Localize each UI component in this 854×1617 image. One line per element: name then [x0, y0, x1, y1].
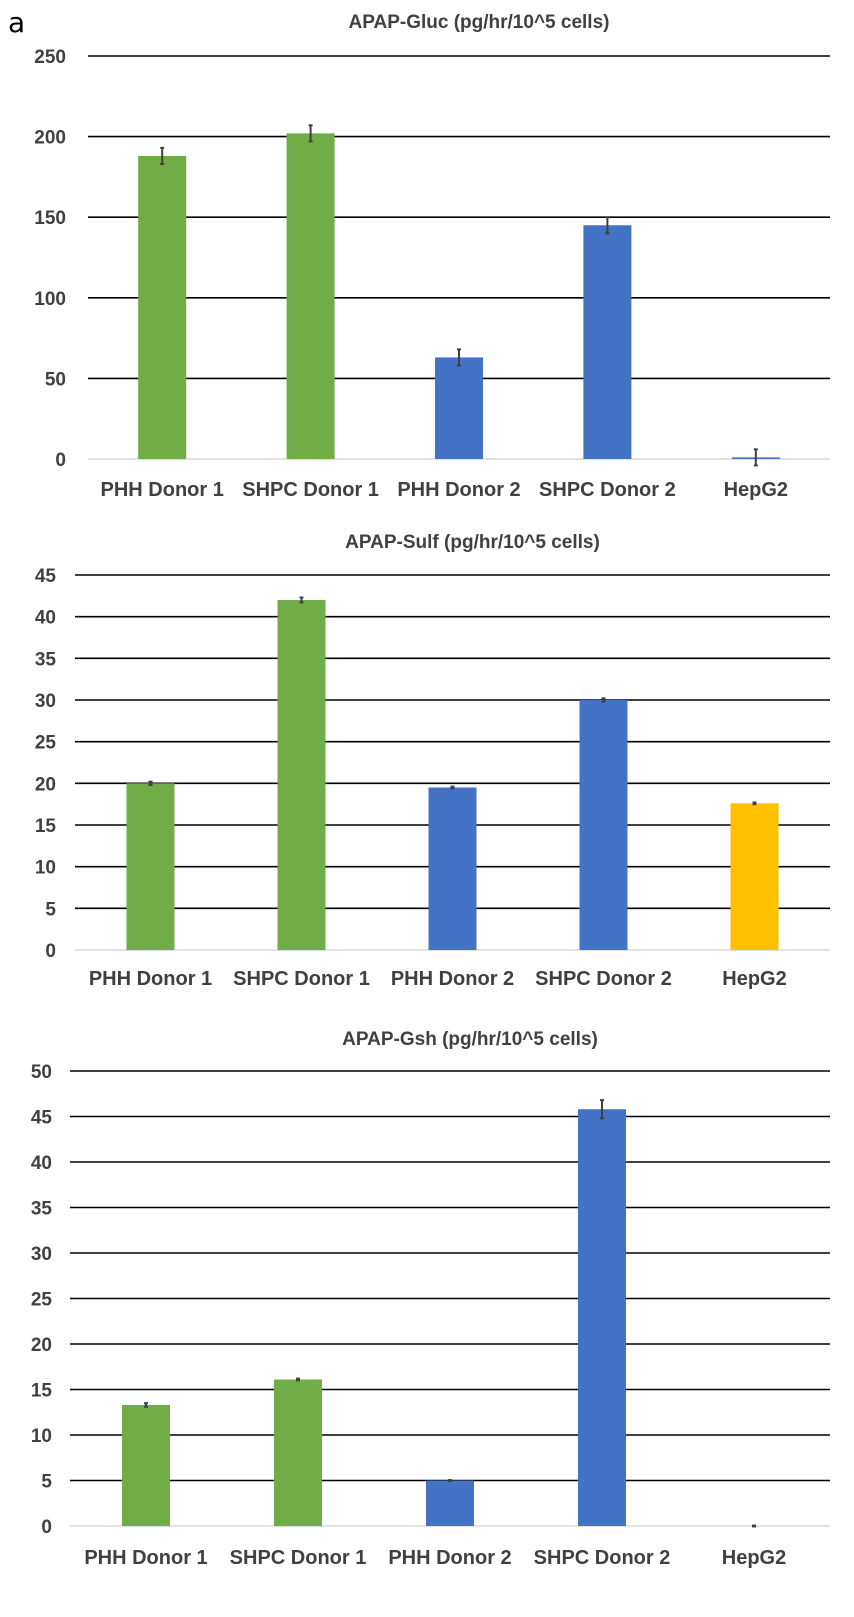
y-tick-label: 30: [35, 691, 56, 712]
error-bar: [148, 780, 153, 786]
y-tick-label: 5: [41, 1472, 52, 1493]
chart-title: APAP-Gsh (pg/hr/10^5 cells): [342, 1029, 598, 1050]
y-tick-label: 15: [35, 816, 57, 837]
chart-svg: APAP-Gluc (pg/hr/10^5 cells) 0 50 100 150 200…: [34, 12, 830, 501]
y-tick-label: 5: [45, 899, 56, 920]
error-bar: [296, 1377, 300, 1382]
y-tick-label: 35: [31, 1199, 53, 1220]
x-tick-label: PHH Donor 1: [89, 968, 212, 990]
bar: [426, 1480, 474, 1526]
bar: [277, 600, 326, 950]
y-tick-label: 25: [31, 1290, 53, 1311]
error-bar: [605, 216, 610, 235]
chart-svg: APAP-Sulf (pg/hr/10^5 cells) 0 5 10 15 20 25 30…: [35, 532, 830, 990]
error-bar: [752, 1524, 756, 1528]
chart-svg: APAP-Gsh (pg/hr/10^5 cells) 0 5 10 15 20 25 30 3…: [31, 1029, 830, 1569]
x-tick-label: PHH Donor 1: [84, 1547, 207, 1569]
bar: [122, 1404, 170, 1526]
bar: [428, 787, 477, 950]
y-tick-label: 40: [35, 608, 56, 629]
error-bar: [144, 1402, 148, 1408]
y-tick-label: 15: [31, 1381, 53, 1402]
chart-apap-sulf: APAP-Sulf (pg/hr/10^5 cells) 0 5 10 15 20 25 30…: [0, 505, 854, 1000]
chart-apap-gluc: APAP-Gluc (pg/hr/10^5 cells) 0 50 100 150 200…: [0, 0, 854, 505]
y-tick-label: 30: [31, 1244, 52, 1265]
x-tick-label: HepG2: [724, 479, 788, 501]
bar: [126, 783, 175, 950]
error-bar: [160, 146, 165, 166]
y-tick-label: 45: [31, 1108, 53, 1129]
error-bar: [448, 1479, 452, 1482]
y-tick-label: 20: [31, 1335, 52, 1356]
error-bar: [299, 596, 304, 604]
x-tick-label: SHPC Donor 1: [230, 1547, 367, 1569]
panel-label: a: [8, 6, 26, 39]
bar: [578, 1109, 626, 1526]
x-tick-label: PHH Donor 2: [391, 968, 514, 990]
y-tick-label: 45: [35, 566, 57, 587]
x-tick-label: PHH Donor 2: [388, 1547, 511, 1569]
y-tick-label: 50: [45, 369, 66, 390]
y-tick-label: 20: [35, 774, 56, 795]
x-tick-label: PHH Donor 2: [397, 479, 520, 501]
x-tick-label: SHPC Donor 2: [539, 479, 676, 501]
y-tick-label: 35: [35, 649, 57, 670]
chart-title: APAP-Sulf (pg/hr/10^5 cells): [345, 532, 600, 553]
bar: [583, 225, 632, 459]
x-tick-label: SHPC Donor 2: [535, 968, 672, 990]
error-bar: [752, 801, 757, 806]
error-bar: [308, 124, 313, 143]
y-tick-label: 200: [34, 128, 66, 149]
y-tick-label: 40: [31, 1153, 52, 1174]
chart-apap-gsh: APAP-Gsh (pg/hr/10^5 cells) 0 5 10 15 20 25 30 3…: [0, 1000, 854, 1617]
error-bar: [601, 697, 606, 703]
chart-title: APAP-Gluc (pg/hr/10^5 cells): [349, 12, 610, 33]
bar: [138, 155, 187, 459]
x-tick-label: SHPC Donor 1: [242, 479, 379, 501]
y-tick-label: 150: [34, 208, 66, 229]
x-tick-label: SHPC Donor 1: [233, 968, 370, 990]
y-tick-label: 100: [34, 289, 66, 310]
y-tick-label: 10: [35, 858, 56, 879]
x-tick-label: PHH Donor 1: [101, 479, 224, 501]
bar: [579, 700, 628, 950]
x-tick-label: HepG2: [722, 1547, 786, 1569]
y-tick-label: 10: [31, 1426, 52, 1447]
error-bar: [600, 1099, 604, 1120]
y-tick-label: 50: [31, 1062, 52, 1083]
y-tick-label: 0: [41, 1517, 52, 1538]
y-tick-label: 25: [35, 733, 57, 754]
y-tick-label: 0: [55, 450, 66, 471]
bar: [274, 1379, 322, 1526]
error-bar: [753, 448, 758, 467]
x-tick-label: SHPC Donor 2: [534, 1547, 671, 1569]
y-tick-label: 0: [45, 941, 56, 962]
error-bar: [450, 785, 455, 790]
x-tick-label: HepG2: [722, 968, 786, 990]
bar: [435, 357, 483, 459]
error-bar: [457, 348, 461, 367]
y-tick-label: 250: [34, 47, 66, 68]
bar: [286, 133, 335, 459]
bar: [730, 803, 779, 950]
